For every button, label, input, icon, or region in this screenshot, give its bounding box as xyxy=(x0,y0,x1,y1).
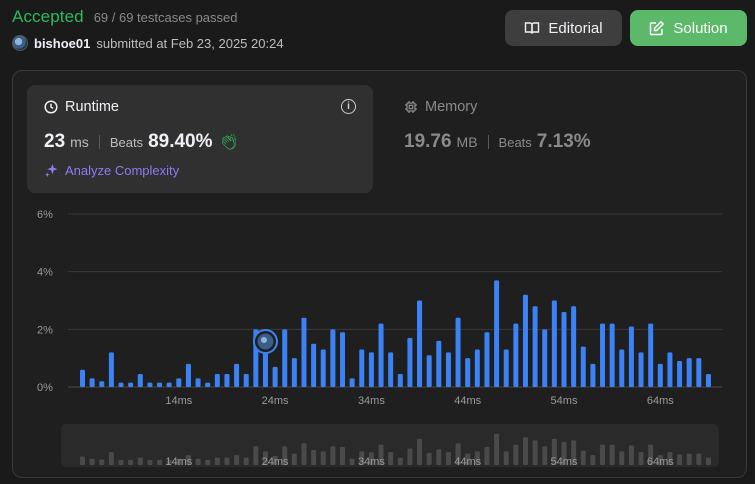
username-link[interactable]: bishoe01 xyxy=(34,35,91,51)
runtime-header: Runtime xyxy=(44,99,119,115)
solution-button[interactable]: Solution xyxy=(630,10,747,46)
runtime-beats-value: 89.40% xyxy=(148,131,213,152)
memory-metric: 19.76 MB Beats 7.13% xyxy=(404,131,591,153)
runtime-metric: 23 ms Beats 89.40% 👏︎ xyxy=(44,131,239,153)
clap-icon: 👏︎ xyxy=(219,134,239,151)
memory-unit: MB xyxy=(456,134,478,150)
runtime-card[interactable]: Runtime i 23 ms Beats 89.40% 👏︎ Analyze … xyxy=(27,85,373,193)
memory-beats-value: 7.13% xyxy=(536,131,591,152)
memory-header[interactable]: Memory xyxy=(404,99,477,115)
divider xyxy=(487,135,489,149)
sparkle-icon xyxy=(44,163,58,178)
chip-icon xyxy=(405,101,417,113)
memory-beats-label: Beats xyxy=(498,135,532,150)
accepted-label: Accepted xyxy=(12,7,84,26)
editorial-label: Editorial xyxy=(548,19,603,37)
info-icon[interactable]: i xyxy=(341,99,356,114)
submission-status: Accepted 69 / 69 testcases passed xyxy=(12,7,238,27)
book-icon xyxy=(525,22,540,34)
testcases-passed: 69 / 69 testcases passed xyxy=(93,10,238,25)
runtime-unit: ms xyxy=(70,134,89,150)
analyze-complexity-link[interactable]: Analyze Complexity xyxy=(44,163,179,178)
editorial-button[interactable]: Editorial xyxy=(505,10,622,46)
runtime-title: Runtime xyxy=(65,99,119,115)
solution-label: Solution xyxy=(673,19,728,37)
divider xyxy=(98,135,100,149)
runtime-value: 23 xyxy=(44,131,66,152)
runtime-beats-label: Beats xyxy=(109,135,144,150)
memory-value: 19.76 xyxy=(404,131,452,152)
submitted-at: submitted at Feb 23, 2025 20:24 xyxy=(96,35,284,51)
memory-title: Memory xyxy=(425,99,478,115)
analyze-label: Analyze Complexity xyxy=(65,163,180,178)
edit-icon xyxy=(650,20,665,36)
clock-icon xyxy=(44,100,58,114)
avatar[interactable] xyxy=(12,35,28,51)
submitter-info: bishoe01 submitted at Feb 23, 2025 20:24 xyxy=(12,35,284,51)
